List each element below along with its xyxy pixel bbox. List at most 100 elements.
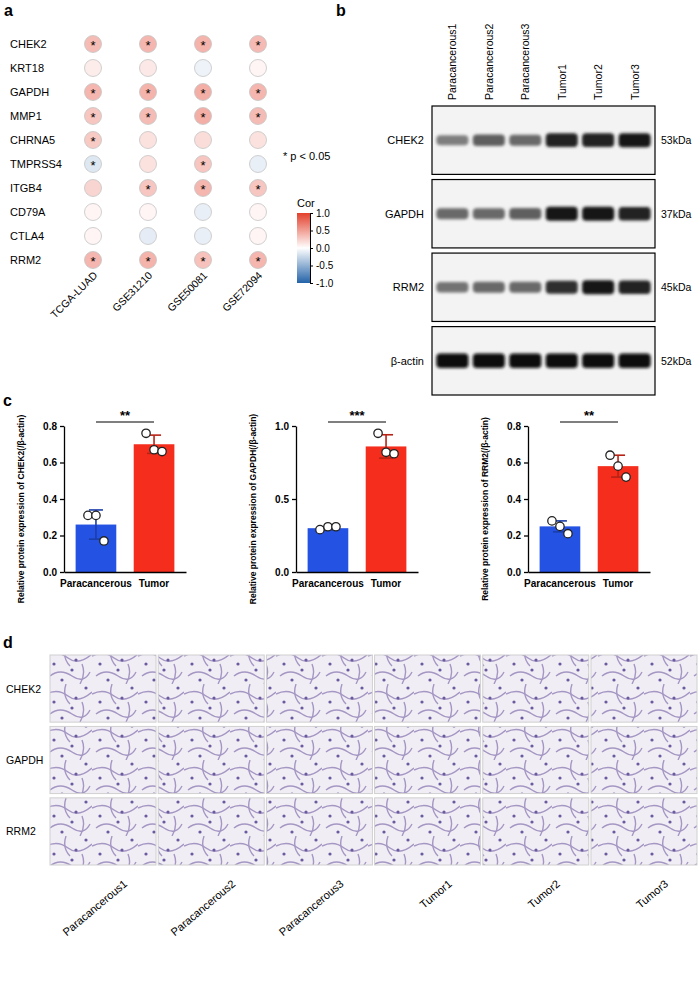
cell <box>250 204 267 221</box>
cell <box>85 108 102 125</box>
tick: 0.0 <box>310 243 330 254</box>
tick: 1.0 <box>275 421 296 432</box>
tick-label: 0.8 <box>507 421 521 432</box>
cell <box>195 156 212 173</box>
axis-line <box>529 572 651 573</box>
band <box>582 280 614 294</box>
tick-label: 0.4 <box>43 494 57 505</box>
significance-star: * <box>255 182 260 197</box>
axis: 0.00.20.40.60.8 <box>43 421 64 578</box>
tick-mark <box>310 213 313 214</box>
cell <box>195 84 212 101</box>
ihc-image <box>591 798 697 865</box>
cell <box>140 252 157 269</box>
size-label: 52kDa <box>661 355 692 367</box>
row-label: TMPRSS4 <box>10 158 62 170</box>
heatmap-panel: CHEK2KRT18GAPDHMMP1CHRNA5TMPRSS4ITGB4CD7… <box>10 36 334 321</box>
ihc-image <box>483 798 589 865</box>
significance-star: * <box>145 182 150 197</box>
column-label: Paracancerous1 <box>60 877 129 938</box>
axis-line <box>528 427 529 573</box>
significance-star: * <box>90 158 95 173</box>
band <box>436 135 468 145</box>
axis: 0.00.51.0 <box>275 421 296 578</box>
axis-line <box>64 427 65 573</box>
cell <box>250 252 267 269</box>
ihc-panel: CHEK2GAPDHRRM2Paracancerous1Paracancerou… <box>6 655 697 938</box>
bar <box>366 446 407 572</box>
tick-label: 1.0 <box>316 208 330 219</box>
blot-frame <box>432 106 655 174</box>
axis-line <box>65 572 187 573</box>
point <box>556 522 564 530</box>
tick: Paracancerous <box>60 578 132 589</box>
row-label: GAPDH <box>385 208 424 220</box>
tick: 1.0 <box>310 208 330 219</box>
point <box>84 511 92 519</box>
tick: 0.8 <box>507 421 528 432</box>
tick-mark <box>310 266 313 267</box>
band <box>473 134 505 145</box>
tick-label: 0.0 <box>43 567 57 578</box>
band <box>436 282 468 293</box>
significance-star: * <box>145 254 150 269</box>
blot-panel: Paracancerous1Paracancerous2Paracancerou… <box>385 23 692 395</box>
cell <box>195 36 212 53</box>
axis-line <box>296 427 297 573</box>
tick: 0.0 <box>507 567 528 578</box>
cell <box>85 204 102 221</box>
band <box>546 354 578 369</box>
cell <box>250 132 267 149</box>
column-label: GSE50081 <box>165 269 210 314</box>
cell <box>140 180 157 197</box>
tick-label: 0.0 <box>316 243 330 254</box>
tick: 0.4 <box>507 494 528 505</box>
ihc-image <box>266 655 372 722</box>
point <box>100 537 108 545</box>
point <box>614 462 622 470</box>
point <box>316 525 324 533</box>
significance-star: * <box>90 134 95 149</box>
tick-label: 0.0 <box>275 567 289 578</box>
ihc-image <box>266 726 372 793</box>
significance-star: * <box>200 86 205 101</box>
tick: 0.0 <box>43 567 64 578</box>
point <box>150 446 158 454</box>
ihc-image <box>483 726 589 793</box>
size-label: 53kDa <box>661 134 692 146</box>
row-label: RRM2 <box>393 281 424 293</box>
tick-mark <box>524 462 528 463</box>
lane-label: Paracancerous1 <box>446 23 458 100</box>
cell <box>140 36 157 53</box>
cell <box>140 204 157 221</box>
tick-label: Paracancerous <box>60 578 132 589</box>
cell <box>85 228 102 245</box>
blot-frame <box>432 180 655 248</box>
band <box>436 208 468 219</box>
tick-label: 0.5 <box>316 225 330 236</box>
row-label: CD79A <box>10 206 46 218</box>
cell <box>250 60 267 77</box>
axis-title: Relative protein expression of CHEK2(/β-… <box>16 415 26 604</box>
lane-label: Tumor2 <box>592 64 604 100</box>
significance-star: * <box>200 38 205 53</box>
panel-label: b <box>336 2 346 19</box>
tick: Paracancerous <box>292 578 364 589</box>
column-label: Paracancerous3 <box>277 877 346 938</box>
colorbar-title: Cor <box>297 197 315 209</box>
axis-line <box>311 214 314 284</box>
axis: 0.00.20.40.60.8 <box>507 421 528 578</box>
band <box>582 207 614 221</box>
band <box>546 281 578 294</box>
ihc-image <box>158 798 264 865</box>
tick: 0.4 <box>43 494 64 505</box>
tick-mark <box>524 499 528 500</box>
column-label: GSE72094 <box>220 269 265 314</box>
cell <box>85 36 102 53</box>
panel-label: d <box>3 634 13 651</box>
row-label: CHEK2 <box>6 683 41 695</box>
significance-star: * <box>145 38 150 53</box>
band <box>619 133 651 147</box>
cell <box>195 252 212 269</box>
significance-star: * <box>255 38 260 53</box>
